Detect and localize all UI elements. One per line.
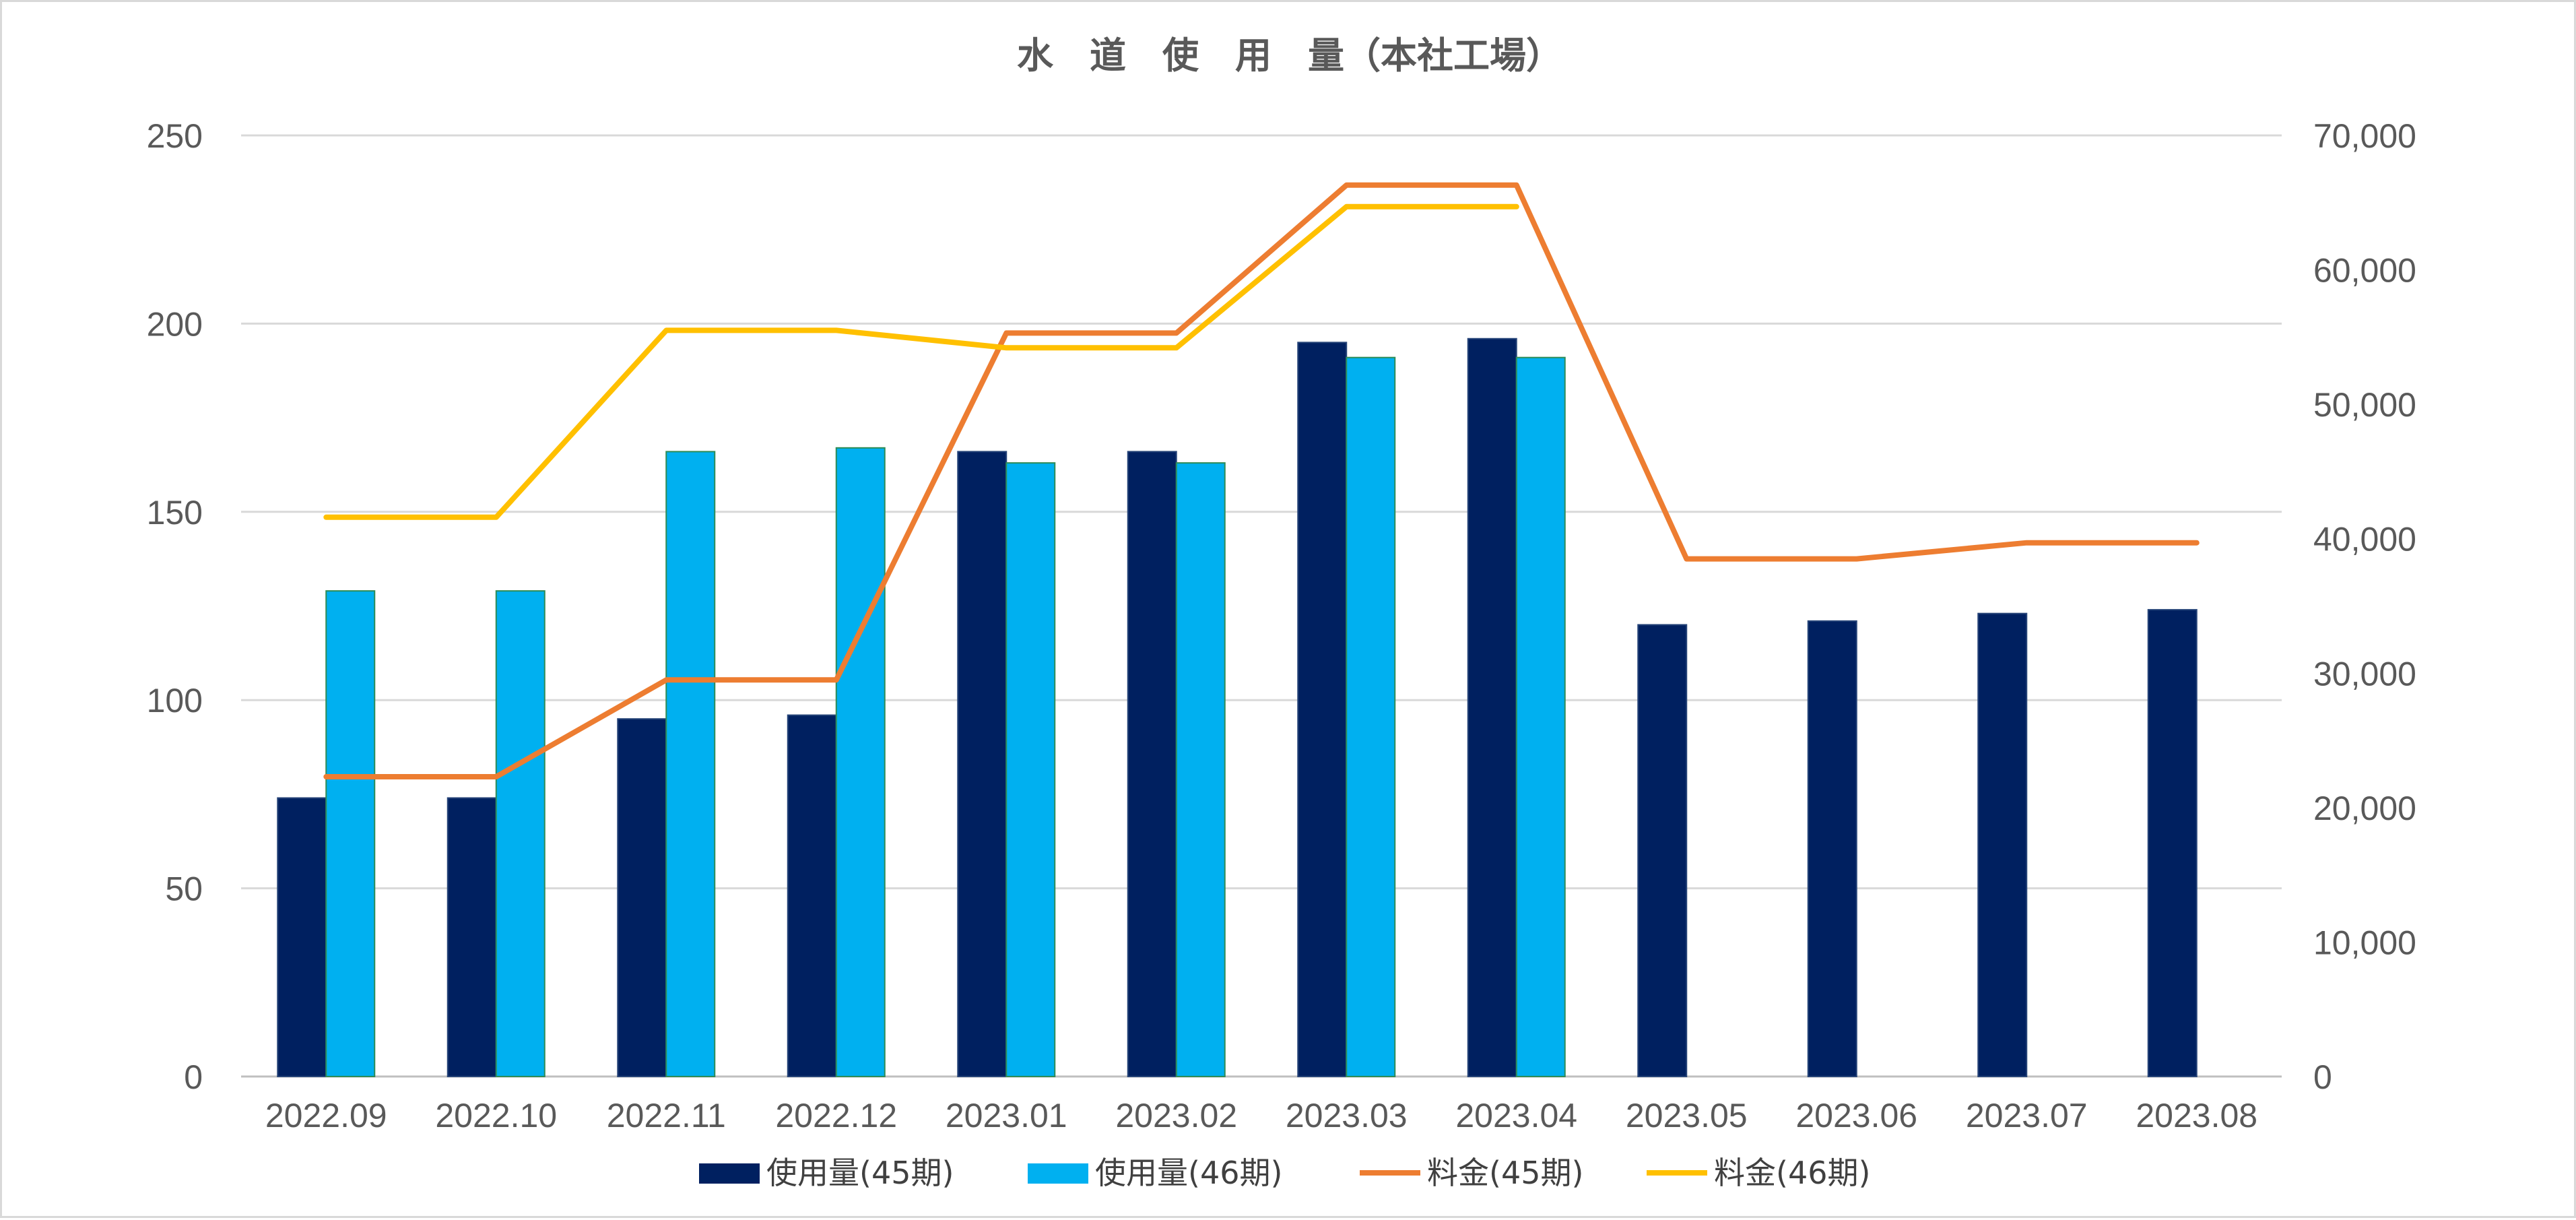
legend-label: 使用量(46期) <box>1095 1155 1282 1191</box>
x-tick-label: 2023.08 <box>2136 1097 2257 1134</box>
series-line <box>323 203 1519 520</box>
bar <box>325 590 376 1077</box>
legend-swatch <box>1028 1163 1088 1184</box>
bar <box>277 797 327 1078</box>
x-tick-label: 2022.12 <box>775 1097 897 1134</box>
bar <box>1515 356 1566 1077</box>
y-right-tick-label: 60,000 <box>2313 252 2416 290</box>
y-right-tick-label: 40,000 <box>2313 521 2416 558</box>
bar <box>495 590 546 1077</box>
x-tick-label: 2023.04 <box>1455 1097 1577 1134</box>
bar <box>1175 462 1226 1077</box>
bar <box>617 718 667 1077</box>
gridlines <box>241 134 2282 1078</box>
bar <box>1977 612 2028 1077</box>
bars <box>277 338 2198 1078</box>
lines <box>323 182 2200 779</box>
legend-label: 料金(45期) <box>1427 1155 1583 1191</box>
legend-label: 料金(46期) <box>1714 1155 1870 1191</box>
x-tick-label: 2022.09 <box>265 1097 387 1134</box>
chart-title: 水 道 使 用 量（本社工場） <box>1017 34 1562 77</box>
bar <box>1346 356 1396 1077</box>
bar <box>1637 624 1688 1077</box>
legend-label: 使用量(45期) <box>766 1155 954 1191</box>
x-tick-label: 2022.11 <box>607 1097 726 1134</box>
bar <box>447 797 497 1078</box>
y-left-tick-label: 100 <box>147 682 203 719</box>
y-right-tick-label: 50,000 <box>2313 386 2416 424</box>
bar <box>1005 462 1056 1077</box>
y-right-tick-label: 10,000 <box>2313 924 2416 961</box>
bar <box>1467 338 1517 1078</box>
y-right-tick-label: 0 <box>2313 1058 2332 1096</box>
series-line <box>323 182 2200 779</box>
bar <box>1807 620 1857 1077</box>
y-left-tick-label: 150 <box>147 494 203 532</box>
x-tick-label: 2023.02 <box>1115 1097 1237 1134</box>
y-right-tick-label: 20,000 <box>2313 790 2416 827</box>
x-tick-label: 2023.03 <box>1286 1097 1408 1134</box>
y-left-tick-label: 200 <box>147 305 203 343</box>
bar <box>2147 609 2198 1077</box>
bar <box>957 451 1008 1077</box>
bar <box>665 451 716 1077</box>
axes: 0 50 100 150 200 250 0 10,000 20,000 30,000 40,000… <box>147 117 2416 1134</box>
x-tick-label: 2023.07 <box>1966 1097 2088 1134</box>
bar <box>1127 451 1177 1077</box>
y-left-tick-label: 50 <box>165 870 203 908</box>
y-left-tick-label: 250 <box>147 117 203 155</box>
legend: 使用量(45期) 使用量(46期) 料金(45期) 料金(46期) <box>699 1155 1870 1191</box>
x-tick-label: 2023.01 <box>946 1097 1067 1134</box>
y-right-tick-label: 70,000 <box>2313 117 2416 155</box>
bar <box>787 714 837 1077</box>
x-tick-label: 2023.06 <box>1795 1097 1917 1134</box>
legend-swatch <box>699 1163 760 1184</box>
bar <box>1297 342 1348 1078</box>
x-tick-label: 2023.05 <box>1626 1097 1748 1134</box>
x-tick-label: 2022.10 <box>435 1097 557 1134</box>
y-right-tick-label: 30,000 <box>2313 655 2416 693</box>
bar <box>835 447 886 1077</box>
y-left-tick-label: 0 <box>184 1058 203 1096</box>
